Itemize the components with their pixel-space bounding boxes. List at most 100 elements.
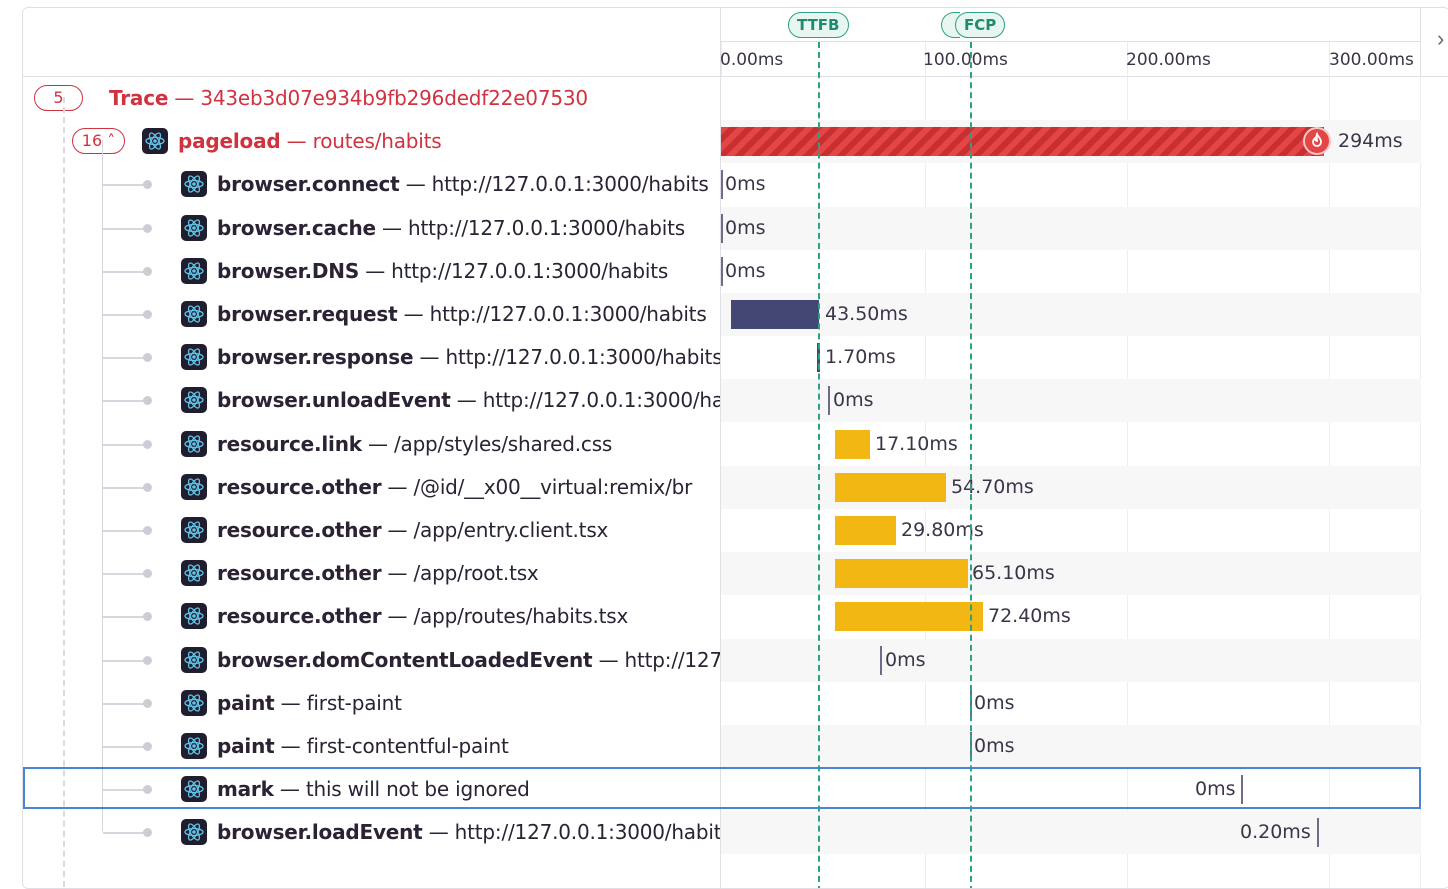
span-label: resource.other — /app/entry.client.tsx bbox=[23, 509, 720, 552]
span-row[interactable]: paint — first-contentful-paint 0ms bbox=[23, 725, 1421, 768]
span-title: resource.other — /app/entry.client.tsx bbox=[217, 518, 608, 542]
span-timeline-cell: 72.40ms bbox=[721, 595, 1421, 638]
span-separator: — bbox=[273, 777, 306, 802]
react-icon bbox=[181, 214, 207, 241]
react-icon bbox=[181, 776, 207, 803]
span-row[interactable]: resource.link — /app/styles/shared.css 17… bbox=[23, 423, 1421, 466]
span-description: first-contentful-paint bbox=[306, 734, 509, 758]
trace-row[interactable]: 5 Trace — 343eb3d07e934b9fb296dedf22e0753… bbox=[23, 77, 1421, 120]
tree-connector bbox=[103, 746, 149, 748]
trace-timeline-cell bbox=[721, 77, 1421, 120]
tree-connector bbox=[103, 270, 149, 273]
span-bar[interactable] bbox=[721, 256, 723, 286]
root-span-row[interactable]: 16 ˄ pageload — routes/habits 294ms bbox=[23, 120, 1421, 164]
root-span-bar[interactable] bbox=[721, 127, 1324, 157]
react-icon bbox=[181, 387, 207, 414]
span-timeline-cell: 0ms bbox=[721, 638, 1421, 682]
span-row[interactable]: browser.response — http://127.0.0.1:3000… bbox=[23, 336, 1421, 379]
span-bar[interactable] bbox=[835, 602, 983, 632]
fcp-marker-line bbox=[970, 42, 972, 888]
span-bar[interactable] bbox=[721, 213, 723, 243]
span-bar[interactable] bbox=[835, 472, 946, 502]
span-duration: 0ms bbox=[725, 216, 766, 239]
fcp-marker[interactable]: FCP bbox=[955, 12, 1006, 38]
span-row[interactable]: browser.domContentLoadedEvent — http://1… bbox=[23, 638, 1421, 682]
span-bar[interactable] bbox=[1317, 818, 1319, 848]
span-row[interactable]: browser.connect — http://127.0.0.1:3000/… bbox=[23, 163, 1421, 206]
ruler-tick bbox=[721, 42, 722, 76]
react-icon bbox=[181, 517, 207, 543]
trace-separator: — bbox=[168, 86, 201, 110]
span-duration: 0ms bbox=[885, 648, 926, 671]
tree-node-dot bbox=[143, 612, 152, 622]
span-row[interactable]: browser.loadEvent — http://127.0.0.1:300… bbox=[23, 811, 1421, 855]
span-description: this will not be ignored bbox=[305, 777, 530, 802]
header-divider[interactable] bbox=[720, 8, 721, 76]
span-title: paint — first-paint bbox=[217, 691, 402, 715]
tree-connector bbox=[103, 443, 149, 446]
span-op: resource.other bbox=[217, 561, 382, 586]
timeline-ruler bbox=[721, 41, 1421, 42]
ttfb-marker[interactable]: TTFB bbox=[788, 12, 849, 38]
react-icon bbox=[181, 819, 207, 846]
span-row[interactable]: paint — first-paint 0ms bbox=[23, 682, 1421, 725]
close-icon[interactable]: › bbox=[1437, 26, 1445, 51]
span-separator: — bbox=[361, 431, 394, 456]
span-bar[interactable] bbox=[828, 386, 830, 416]
span-description: http://127.0.0.1:3000/habits bbox=[431, 172, 709, 197]
span-description: http://127.0.0.1:3000/hab bbox=[482, 388, 720, 413]
span-row[interactable]: resource.other — /app/root.tsx 65.10ms bbox=[23, 552, 1421, 596]
react-icon bbox=[181, 430, 207, 457]
tree-node-dot bbox=[143, 266, 152, 276]
column-divider[interactable] bbox=[720, 76, 721, 888]
tree-connector bbox=[103, 357, 149, 360]
span-row[interactable]: browser.cache — http://127.0.0.1:3000/ha… bbox=[23, 206, 1421, 250]
span-bar[interactable] bbox=[731, 300, 819, 329]
trace-count-pill[interactable]: 5 bbox=[34, 85, 83, 111]
root-span-label: 16 ˄ pageload — routes/habits bbox=[23, 120, 720, 163]
ttfb-marker-line bbox=[818, 42, 820, 888]
tree-connector bbox=[103, 400, 149, 403]
span-label: mark — this will not be ignored bbox=[23, 768, 720, 811]
span-row[interactable]: resource.other — /app/routes/habits.tsx 7… bbox=[23, 595, 1421, 638]
span-label: resource.link — /app/styles/shared.css bbox=[23, 423, 720, 466]
root-span-timeline-cell: 294ms bbox=[721, 120, 1421, 164]
span-description: /@id/__x00__virtual:remix/br bbox=[413, 474, 693, 499]
span-bar[interactable] bbox=[1241, 775, 1243, 805]
span-bar[interactable] bbox=[835, 516, 896, 545]
react-icon bbox=[181, 301, 207, 327]
span-op: browser.connect bbox=[217, 172, 400, 197]
tree-node-dot bbox=[143, 223, 152, 233]
span-row[interactable]: browser.DNS — http://127.0.0.1:3000/habi… bbox=[23, 250, 1421, 293]
ruler-tick bbox=[925, 42, 926, 76]
span-timeline-cell: 0ms bbox=[721, 163, 1421, 206]
span-timeline-cell: 0ms bbox=[721, 206, 1421, 250]
children-toggle[interactable]: 16 ˄ bbox=[72, 128, 125, 155]
span-bar[interactable] bbox=[880, 645, 882, 675]
root-span-title: pageload — routes/habits bbox=[178, 129, 442, 153]
span-row[interactable]: browser.request — http://127.0.0.1:3000/… bbox=[23, 293, 1421, 336]
span-duration: 54.70ms bbox=[951, 475, 1034, 498]
tree-connector bbox=[103, 314, 149, 316]
span-label: resource.other — /app/root.tsx bbox=[23, 552, 720, 595]
span-bar[interactable] bbox=[835, 559, 968, 589]
span-row[interactable]: resource.other — /app/entry.client.tsx 29… bbox=[23, 509, 1421, 552]
span-duration: 0ms bbox=[974, 691, 1015, 714]
ruler-tick bbox=[1127, 42, 1128, 76]
span-row[interactable]: mark — this will not be ignored 0ms bbox=[23, 768, 1421, 811]
fire-icon[interactable] bbox=[1303, 127, 1331, 156]
span-duration: 0ms bbox=[725, 173, 766, 196]
span-row[interactable]: browser.unloadEvent — http://127.0.0.1:3… bbox=[23, 379, 1421, 423]
span-timeline-cell: 54.70ms bbox=[721, 465, 1421, 509]
react-icon bbox=[181, 689, 207, 716]
span-op: resource.link bbox=[217, 431, 362, 456]
span-duration: 0ms bbox=[725, 259, 766, 282]
ruler-tick-label: 200.00ms bbox=[1126, 50, 1211, 70]
span-title: browser.response — http://127.0.0.1:3000… bbox=[217, 345, 720, 369]
children-count: 16 bbox=[81, 131, 103, 151]
span-separator: — bbox=[399, 172, 432, 197]
span-label: browser.loadEvent — http://127.0.0.1:300… bbox=[23, 811, 720, 854]
span-row[interactable]: resource.other — /@id/__x00__virtual:rem… bbox=[23, 465, 1421, 509]
span-bar[interactable] bbox=[835, 429, 870, 459]
span-bar[interactable] bbox=[721, 170, 723, 200]
